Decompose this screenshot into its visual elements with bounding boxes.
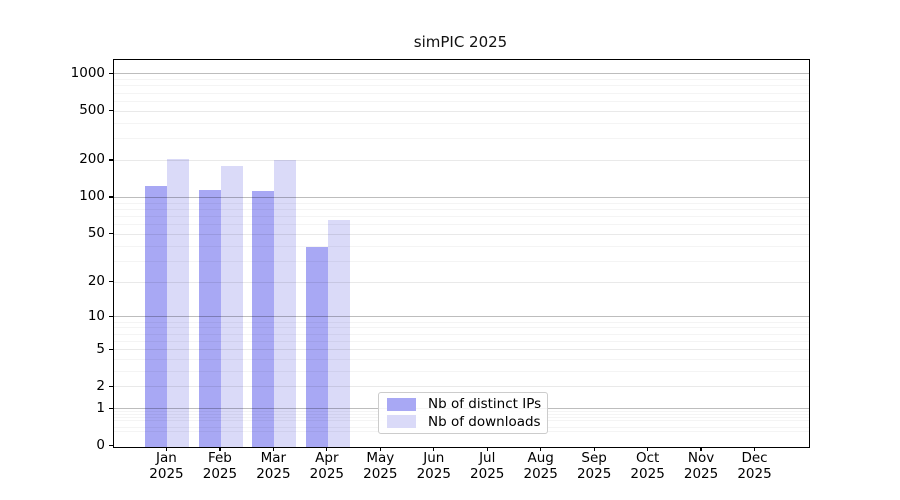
gridline: [114, 215, 809, 217]
gridline: [114, 79, 809, 81]
gridline: [114, 333, 809, 335]
gridline: [114, 386, 809, 388]
bar: [220, 166, 243, 447]
y-tick-mark: [109, 348, 113, 350]
gridline: [114, 358, 809, 360]
y-tick-label: 50: [87, 225, 105, 242]
legend-swatch-distinct-ips: [387, 397, 416, 411]
chart-title: simPIC 2025: [413, 33, 508, 51]
plot-area: [113, 59, 810, 448]
y-tick-mark: [109, 281, 113, 283]
gridline: [114, 138, 809, 140]
x-tick-label: Feb 2025: [202, 450, 238, 482]
y-tick-label: 5: [96, 340, 105, 357]
x-tick-label: Nov 2025: [683, 450, 719, 482]
gridline: [114, 159, 809, 161]
y-tick-label: 2: [96, 377, 105, 394]
x-tick-mark: [165, 447, 168, 451]
x-tick-label: Jul 2025: [470, 450, 505, 482]
legend-label: Nb of downloads: [428, 413, 541, 430]
x-tick-mark: [593, 447, 595, 451]
x-tick-mark: [272, 447, 274, 451]
gridline: [114, 281, 809, 283]
bar: [198, 190, 221, 447]
y-tick-mark: [109, 110, 113, 112]
gridline: [114, 73, 809, 75]
x-tick-mark: [219, 447, 221, 451]
gridline: [114, 110, 809, 112]
x-tick-label: Sep 2025: [576, 450, 612, 482]
legend-item: Nb of downloads: [387, 413, 541, 430]
gridline: [114, 370, 809, 372]
gridline: [114, 122, 809, 124]
x-tick-label: Apr 2025: [309, 450, 345, 482]
gridline: [114, 245, 809, 247]
gridline: [114, 340, 809, 342]
x-tick-label: Oct 2025: [630, 450, 665, 482]
x-tick-mark: [433, 447, 435, 451]
y-tick-mark: [109, 233, 113, 235]
x-tick-mark: [326, 447, 328, 451]
y-tick-mark: [109, 159, 113, 161]
x-tick-label: Dec 2025: [737, 450, 772, 482]
x-tick-label: Aug 2025: [523, 450, 558, 482]
y-tick-mark: [109, 72, 113, 75]
y-tick-mark: [109, 196, 113, 198]
bar: [274, 160, 297, 447]
gridline: [114, 100, 809, 102]
y-tick-label: 200: [79, 151, 105, 168]
bar: [145, 185, 168, 447]
gridline: [114, 85, 809, 87]
gridline: [114, 224, 809, 226]
legend-swatch-downloads: [387, 415, 416, 429]
y-tick-label: 20: [87, 273, 105, 290]
legend: Nb of distinct IPs Nb of downloads: [378, 392, 548, 434]
x-tick-mark: [647, 447, 649, 451]
gridline: [114, 233, 809, 235]
gridline: [114, 208, 809, 210]
y-tick-label: 0: [96, 437, 105, 453]
y-tick-label: 1000: [70, 64, 105, 81]
y-tick-mark: [109, 315, 113, 318]
y-tick-mark: [109, 445, 113, 447]
gridline: [114, 316, 809, 318]
x-tick-mark: [540, 447, 542, 451]
x-tick-mark: [753, 447, 756, 451]
bar: [305, 247, 328, 447]
x-tick-label: Jun 2025: [416, 450, 451, 482]
gridline: [114, 349, 809, 350]
gridline: [114, 196, 809, 198]
bar: [327, 220, 350, 447]
gridline: [114, 202, 809, 204]
y-tick-label: 10: [87, 307, 105, 324]
legend-item: Nb of distinct IPs: [387, 396, 542, 413]
x-tick-mark: [486, 447, 488, 451]
gridline: [114, 92, 809, 94]
x-tick-label: Mar 2025: [256, 450, 291, 482]
gridline: [114, 327, 809, 329]
bar: [252, 191, 275, 447]
x-tick-label: May 2025: [363, 450, 398, 482]
y-tick-label: 500: [79, 102, 105, 119]
y-tick-label: 100: [79, 188, 105, 205]
y-tick-label: 1: [96, 399, 105, 416]
bar: [167, 159, 190, 447]
gridline: [114, 321, 809, 323]
x-tick-mark: [379, 447, 381, 451]
gridline: [114, 260, 809, 262]
x-tick-mark: [700, 447, 702, 451]
legend-label: Nb of distinct IPs: [428, 396, 542, 413]
y-tick-mark: [109, 385, 113, 388]
x-tick-label: Jan 2025: [149, 450, 184, 482]
y-tick-mark: [109, 407, 113, 409]
